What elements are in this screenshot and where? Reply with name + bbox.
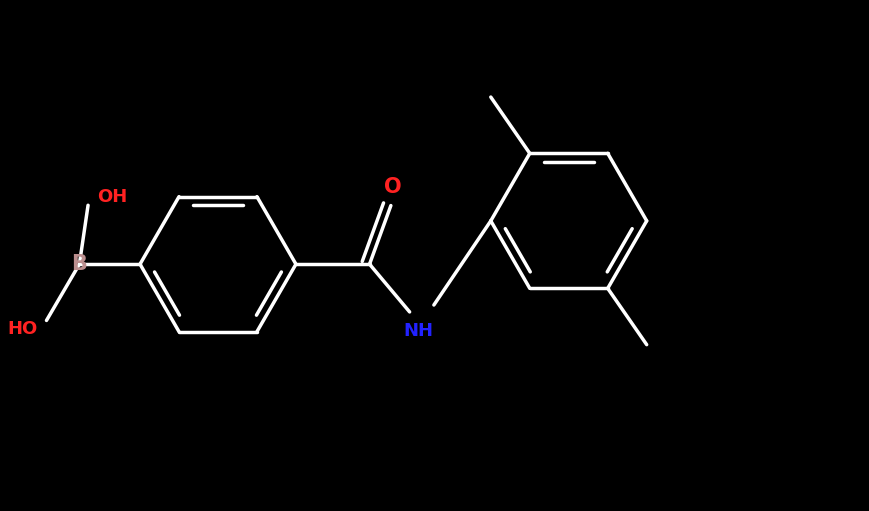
- Text: NH: NH: [403, 322, 434, 340]
- Text: HO: HO: [7, 320, 37, 338]
- Text: OH: OH: [97, 188, 128, 205]
- Text: O: O: [384, 176, 401, 197]
- Text: B: B: [71, 254, 88, 274]
